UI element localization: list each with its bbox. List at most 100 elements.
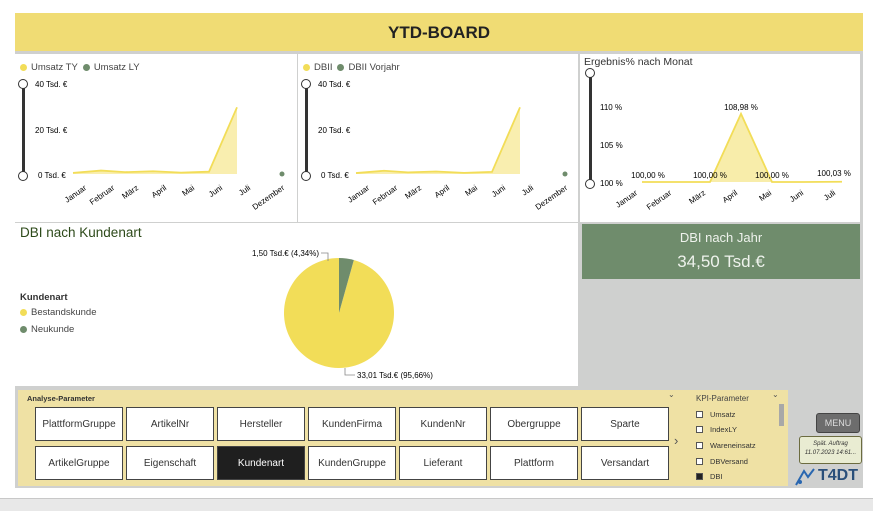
slider-bottom-knob[interactable]: [301, 171, 311, 181]
data-label: 100,00 %: [755, 171, 789, 180]
data-label: 100,00 %: [693, 171, 727, 180]
legend-label: DBII: [314, 62, 333, 73]
slider-top-knob[interactable]: [585, 68, 595, 78]
pie-chart-title: DBI nach Kundenart: [20, 225, 142, 240]
checkbox-checked[interactable]: [696, 473, 703, 480]
param-button-plattformgruppe[interactable]: PlattformGruppe: [35, 407, 123, 441]
kpi-card-value: 34,50 Tsd.€: [677, 252, 765, 271]
x-tick-label: April: [721, 188, 739, 205]
param-button-kundenfirma[interactable]: KundenFirma: [308, 407, 396, 441]
param-button-lieferant[interactable]: Lieferant: [399, 446, 487, 480]
kpi-option-label: Umsatz: [710, 410, 736, 419]
kpi-card-label: DBI nach Jahr: [679, 230, 763, 245]
slider-bottom-knob[interactable]: [18, 171, 28, 181]
pie-legend-title: Kundenart: [20, 292, 68, 303]
pie-data-label: 1,50 Tsd.€ (4,34%): [252, 249, 319, 258]
x-tick-label: April: [150, 183, 168, 200]
checkbox[interactable]: [696, 426, 703, 433]
kpi-scrollbar[interactable]: [779, 404, 784, 426]
legend-label: Umsatz LY: [93, 62, 140, 73]
y-tick-label: 105 %: [600, 141, 623, 150]
legend-dot: [303, 64, 310, 71]
menu-button[interactable]: MENU: [816, 413, 860, 433]
export-status-box: Spät. Auftrag 11.07.2023 14:61...: [799, 436, 862, 464]
legend-dot: [82, 64, 90, 71]
kpi-option-indexly[interactable]: IndexLY: [696, 425, 737, 434]
param-button-hersteller[interactable]: Hersteller: [217, 407, 305, 441]
data-label: 100,00 %: [631, 171, 665, 180]
umsatz-ty-area: [73, 107, 237, 174]
x-tick-label: März: [120, 183, 140, 201]
export-status-line: 11.07.2023 14:61...: [804, 450, 857, 456]
x-tick-label: Juni: [788, 188, 805, 204]
kpi-option-label: DBVersand: [710, 457, 748, 466]
dbii-y-slider[interactable]: [305, 84, 308, 175]
title-bar: [15, 13, 863, 51]
pie-slice-neukunde: [339, 258, 354, 313]
x-tick-label: März: [687, 188, 707, 206]
legend-dot: [20, 326, 27, 333]
umsatz-legend: Umsatz TY Umsatz LY: [20, 62, 140, 73]
bottom-border: [0, 498, 873, 511]
x-tick-label: Februar: [645, 188, 673, 212]
slider-top-knob[interactable]: [18, 79, 28, 89]
y-tick-label: 40 Tsd. €: [318, 80, 351, 89]
dbii-line: [355, 106, 521, 174]
pie-slice-bestandskunde: [283, 258, 394, 368]
kpi-option-dbversand[interactable]: DBVersand: [696, 457, 748, 466]
checkbox[interactable]: [696, 442, 703, 449]
umsatz-chart: 40 Tsd. € 20 Tsd. € 0 Tsd. € Januar Febr…: [35, 80, 286, 212]
param-button-kundenart[interactable]: Kundenart: [217, 446, 305, 480]
dbi-kpi-card: DBI nach Jahr 34,50 Tsd.€: [582, 224, 860, 279]
pie-chart: 1,50 Tsd.€ (4,34%) 33,01 Tsd.€ (95,66%): [252, 249, 433, 380]
param-button-artikelgruppe[interactable]: ArtikelGruppe: [35, 446, 123, 480]
umsatz-y-slider[interactable]: [22, 84, 25, 175]
chevron-down-icon[interactable]: ⌄: [668, 390, 675, 399]
param-button-kundennr[interactable]: KundenNr: [399, 407, 487, 441]
page-title: YTD-BOARD: [388, 23, 490, 42]
kpi-option-umsatz[interactable]: Umsatz: [696, 410, 735, 419]
slider-top-knob[interactable]: [301, 79, 311, 89]
ergebnis-chart: 110 % 105 % 100 % 100,00 % 100,00 % 108,…: [600, 103, 851, 212]
x-tick-label: Mai: [757, 188, 773, 203]
chevron-right-icon[interactable]: ›: [674, 433, 679, 448]
umsatz-ty-line: [72, 106, 238, 174]
y-tick-label: 100 %: [600, 179, 623, 188]
slider-bottom-knob[interactable]: [585, 179, 595, 189]
data-label: 100,03 %: [817, 169, 851, 178]
x-tick-label: Januar: [614, 188, 639, 210]
x-tick-label: März: [403, 183, 423, 201]
kpi-option-wareneinsatz[interactable]: Wareneinsatz: [696, 441, 756, 450]
kpi-option-label: IndexLY: [710, 425, 737, 434]
param-button-plattform[interactable]: Plattform: [490, 446, 578, 480]
x-tick-label: Dezember: [534, 183, 570, 212]
y-tick-label: 110 %: [600, 103, 622, 112]
kpi-option-dbi[interactable]: DBI: [696, 472, 723, 481]
pie-leader-line: [321, 252, 329, 261]
checkbox[interactable]: [696, 458, 703, 465]
x-tick-label: Mai: [463, 183, 479, 198]
checkbox[interactable]: [696, 411, 703, 418]
legend-dot: [337, 64, 345, 71]
param-button-obergruppe[interactable]: Obergruppe: [490, 407, 578, 441]
ergebnis-y-slider[interactable]: [589, 73, 592, 183]
x-tick-label: Februar: [371, 183, 399, 207]
param-button-eigenschaft[interactable]: Eigenschaft: [126, 446, 214, 480]
ergebnis-chart-panel: [580, 54, 860, 222]
param-button-kundengruppe[interactable]: KundenGruppe: [308, 446, 396, 480]
x-tick-label: April: [433, 183, 451, 200]
x-tick-label: Juli: [237, 183, 252, 197]
chevron-down-icon[interactable]: ⌄: [772, 390, 779, 399]
legend-label: Bestandskunde: [31, 307, 97, 318]
param-button-sparte[interactable]: Sparte: [581, 407, 669, 441]
x-tick-label: Juli: [822, 188, 837, 202]
pie-legend-item: Bestandskunde: [20, 307, 97, 318]
legend-label: Neukunde: [31, 324, 75, 335]
param-button-artikelnr[interactable]: ArtikelNr: [126, 407, 214, 441]
param-button-versandart[interactable]: Versandart: [581, 446, 669, 480]
x-tick-label: Januar: [63, 183, 88, 205]
ergebnis-line: [642, 111, 843, 183]
kpi-option-label: DBI: [710, 472, 723, 481]
ergebnis-chart-title: Ergebnis% nach Monat: [584, 56, 693, 68]
